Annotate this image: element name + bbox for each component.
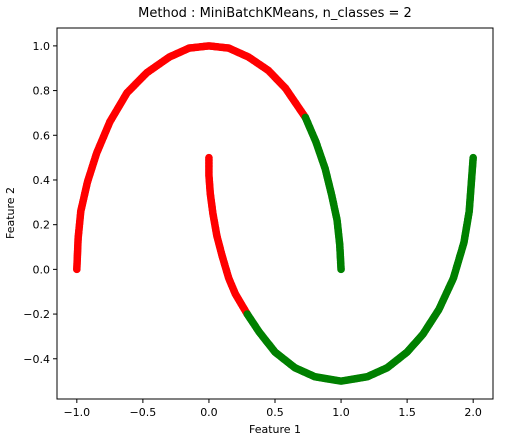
- y-tick-label: −0.4: [23, 353, 50, 366]
- x-axis: −1.0 −0.5 0.0 0.5 1.0 1.5 2.0: [63, 399, 482, 419]
- x-axis-label: Feature 1: [249, 423, 301, 436]
- y-tick-label: 1.0: [33, 40, 51, 53]
- y-tick-label: 0.6: [33, 129, 51, 142]
- x-tick-label: 1.5: [398, 406, 416, 419]
- y-tick-label: 0.0: [33, 263, 51, 276]
- x-tick-label: 0.0: [200, 406, 218, 419]
- x-tick-label: 1.0: [332, 406, 350, 419]
- y-axis: −0.4 −0.2 0.0 0.2 0.4 0.6 0.8 1.0: [23, 40, 57, 366]
- data-point: [337, 265, 345, 274]
- data-point: [469, 153, 477, 162]
- y-tick-label: −0.2: [23, 308, 50, 321]
- y-tick-label: 0.2: [33, 219, 51, 232]
- chart-title: Method : MiniBatchKMeans, n_classes = 2: [138, 6, 412, 21]
- x-tick-label: −0.5: [130, 406, 157, 419]
- y-tick-label: 0.4: [33, 174, 51, 187]
- x-tick-label: 0.5: [266, 406, 284, 419]
- y-axis-label: Feature 2: [4, 187, 17, 239]
- x-tick-label: 2.0: [464, 406, 482, 419]
- y-tick-label: 0.8: [33, 85, 51, 98]
- x-tick-label: −1.0: [63, 406, 90, 419]
- plot-area: [73, 42, 477, 385]
